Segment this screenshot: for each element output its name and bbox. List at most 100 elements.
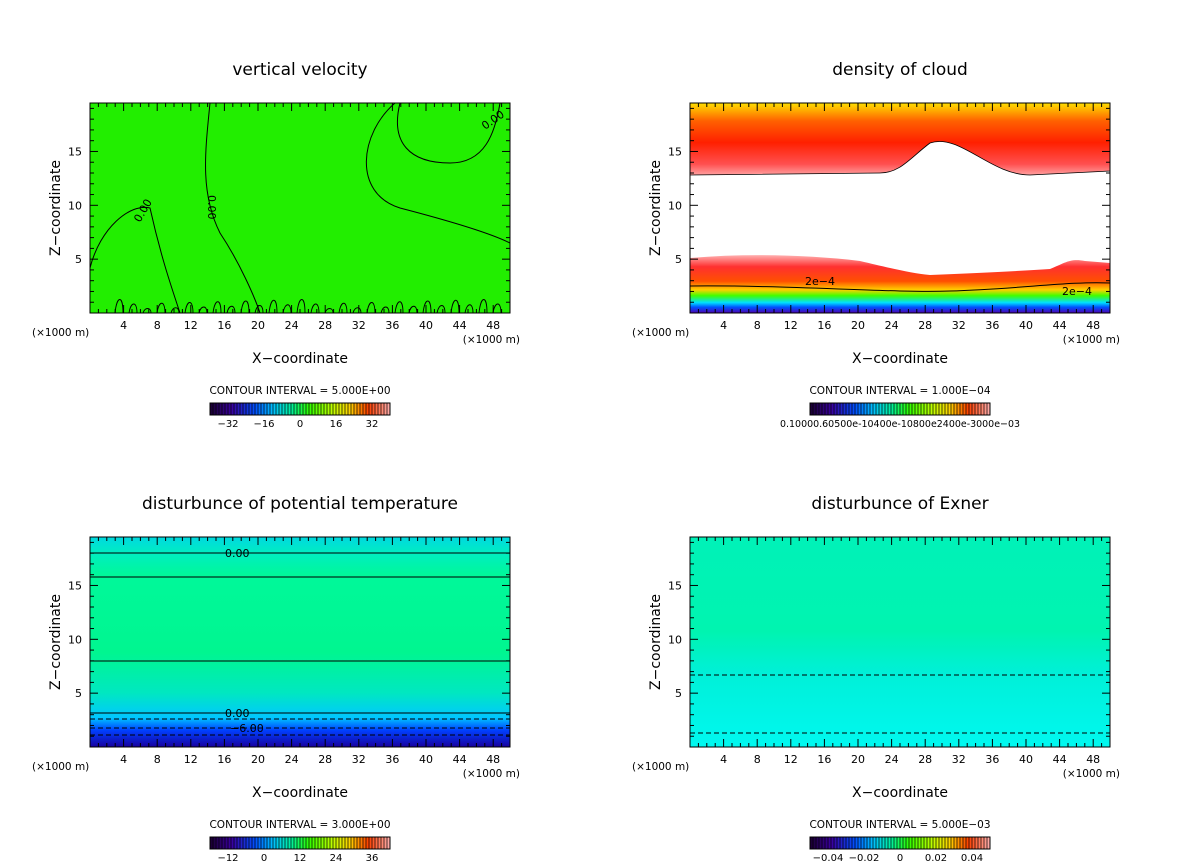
contour-interval-text: CONTOUR INTERVAL = 5.000E−03	[809, 819, 990, 831]
contour-interval-text: CONTOUR INTERVAL = 5.000E+00	[209, 385, 390, 397]
x-tick-label: 8	[754, 319, 761, 332]
x-tick-label: 40	[419, 319, 433, 332]
contour-interval-text: CONTOUR INTERVAL = 1.000E−04	[809, 385, 990, 397]
contour-line	[89, 552, 511, 554]
x-tick-label: 16	[217, 753, 231, 766]
x-unit-label-right: (×1000 m)	[1063, 768, 1120, 780]
colorbar-tick-label: 0	[297, 419, 303, 430]
x-tick-label: 12	[784, 753, 798, 766]
x-tick-label: 48	[486, 319, 500, 332]
chart-title: vertical velocity	[232, 60, 367, 80]
cloud-band-upper	[689, 102, 1111, 176]
y-tick-label: 5	[675, 687, 682, 700]
x-unit-label-left: (×1000 m)	[32, 327, 89, 339]
colorbar: −12 0 12 24 36	[209, 836, 391, 864]
x-tick-label: 24	[885, 753, 899, 766]
colorbar-tick-label: 0	[897, 853, 903, 864]
y-tick-label: 15	[668, 145, 682, 158]
y-tick-label: 10	[668, 199, 682, 212]
contour-label: 0.00	[225, 547, 250, 560]
panel-2: 2e−42e−44 8 12 16 20 24 28 32 36 40 44 4851015(×100…	[632, 60, 1120, 430]
colorbar-tick-label: 12	[294, 853, 307, 864]
x-unit-label-right: (×1000 m)	[463, 768, 520, 780]
colorbar-tick-label: 0.04	[961, 853, 983, 864]
colorbar: 0.10000.60500e-10400e-10800e2400e-3000e−…	[780, 402, 1020, 430]
x-tick-label: 36	[385, 319, 399, 332]
x-tick-label: 32	[352, 753, 366, 766]
y-axis-label: Z−coordinate	[648, 160, 664, 256]
x-tick-label: 24	[285, 753, 299, 766]
colorbar-frame	[809, 836, 991, 850]
x-tick-label: 36	[985, 319, 999, 332]
y-axis-label: Z−coordinate	[48, 594, 64, 690]
contour-line	[365, 102, 511, 244]
y-tick-label: 15	[668, 579, 682, 592]
x-tick-label: 36	[385, 753, 399, 766]
x-tick-label: 48	[486, 753, 500, 766]
chart-title: disturbunce of Exner	[811, 494, 988, 514]
contour-label: 0.00	[205, 195, 218, 220]
x-tick-label: 16	[817, 319, 831, 332]
contour-line	[205, 102, 261, 314]
y-tick-label: 5	[75, 687, 82, 700]
contour-line	[396, 102, 501, 164]
colorbar-tick-label: −32	[217, 419, 238, 430]
colorbar: −32 −16 0 16 32	[209, 402, 391, 430]
chart-title: disturbunce of potential temperature	[142, 494, 458, 514]
x-tick-label: 24	[285, 319, 299, 332]
panel-3: 0.000.00−6.004 8 12 16 20 24 28 32 36 40 44 4851015…	[32, 494, 520, 864]
x-tick-label: 4	[120, 753, 127, 766]
x-tick-label: 48	[1086, 319, 1100, 332]
contour-line	[89, 660, 511, 662]
contour-line	[89, 712, 511, 714]
colorbar-tick-label: 0	[261, 853, 267, 864]
x-tick-label: 20	[251, 319, 265, 332]
x-tick-label: 28	[918, 319, 932, 332]
x-tick-label: 28	[918, 753, 932, 766]
x-unit-label-left: (×1000 m)	[632, 761, 689, 773]
x-tick-label: 28	[318, 753, 332, 766]
field-fill	[690, 537, 1110, 747]
x-tick-label: 12	[784, 319, 798, 332]
colorbar-tick-label: 16	[330, 419, 343, 430]
x-tick-label: 32	[352, 319, 366, 332]
contour-label: −6.00	[230, 722, 264, 735]
contour-label: 0.00	[225, 707, 250, 720]
colorbar-tick-label: 36	[366, 853, 379, 864]
x-tick-label: 12	[184, 319, 198, 332]
x-tick-label: 8	[154, 319, 161, 332]
colorbar-frame	[809, 402, 991, 416]
x-tick-label: 36	[985, 753, 999, 766]
colorbar-tick-label: 32	[366, 419, 379, 430]
contour-line	[89, 206, 181, 314]
y-axis-label: Z−coordinate	[48, 160, 64, 256]
y-tick-label: 10	[68, 199, 82, 212]
colorbar-tick-label: −0.02	[849, 853, 880, 864]
field-fill	[90, 537, 510, 747]
colorbar-tick-label: 0.02	[925, 853, 947, 864]
x-axis-label: X−coordinate	[252, 785, 348, 801]
x-tick-label: 8	[154, 753, 161, 766]
y-tick-label: 15	[68, 145, 82, 158]
contour-line	[89, 576, 511, 578]
x-tick-label: 16	[817, 753, 831, 766]
x-tick-label: 20	[851, 753, 865, 766]
panel-1: 0.000.000.004 8 12 16 20 24 28 32 36 40 44 4851015(…	[32, 60, 520, 430]
x-unit-label-left: (×1000 m)	[32, 761, 89, 773]
x-tick-label: 40	[1019, 319, 1033, 332]
x-tick-label: 24	[885, 319, 899, 332]
contour-interval-text: CONTOUR INTERVAL = 3.000E+00	[209, 819, 390, 831]
y-tick-label: 5	[675, 253, 682, 266]
contour-line	[689, 282, 1111, 292]
x-tick-label: 4	[720, 319, 727, 332]
colorbar-tick-label: −12	[217, 853, 238, 864]
contour-label: 2e−4	[805, 275, 835, 288]
x-axis-label: X−coordinate	[852, 785, 948, 801]
x-tick-label: 44	[453, 319, 467, 332]
contour-label: 2e−4	[1062, 285, 1092, 298]
contour-wiggles	[114, 299, 502, 314]
y-axis-label: Z−coordinate	[648, 594, 664, 690]
x-axis-label: X−coordinate	[852, 351, 948, 367]
cloud-band-lower	[690, 255, 1110, 313]
